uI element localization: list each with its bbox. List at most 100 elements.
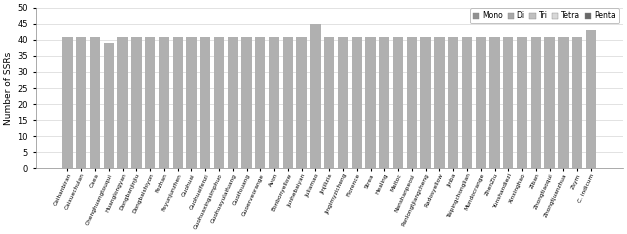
- Bar: [572, 37, 582, 43]
- Bar: [421, 43, 431, 59]
- Bar: [489, 37, 500, 43]
- Bar: [544, 37, 555, 43]
- Bar: [435, 165, 445, 168]
- Bar: [62, 165, 73, 168]
- Bar: [530, 165, 541, 168]
- Bar: [407, 43, 417, 59]
- Bar: [131, 37, 142, 43]
- Bar: [269, 165, 279, 168]
- Bar: [558, 59, 569, 117]
- Bar: [76, 165, 87, 168]
- Bar: [517, 117, 527, 165]
- Bar: [228, 59, 238, 117]
- Bar: [544, 59, 555, 117]
- Bar: [462, 43, 472, 59]
- Bar: [241, 165, 251, 168]
- Bar: [62, 37, 73, 43]
- Bar: [352, 37, 362, 43]
- Bar: [379, 165, 389, 168]
- Bar: [297, 59, 307, 117]
- Legend: Mono, Di, Tri, Tetra, Penta: Mono, Di, Tri, Tetra, Penta: [470, 8, 619, 23]
- Bar: [352, 117, 362, 165]
- Bar: [517, 165, 527, 168]
- Bar: [572, 117, 582, 165]
- Bar: [310, 165, 320, 168]
- Bar: [103, 43, 114, 49]
- Bar: [241, 43, 251, 59]
- Bar: [476, 43, 486, 59]
- Bar: [530, 43, 541, 59]
- Bar: [310, 49, 320, 117]
- Bar: [283, 43, 293, 59]
- Bar: [489, 117, 500, 165]
- Bar: [435, 43, 445, 59]
- Bar: [117, 59, 128, 117]
- Bar: [338, 43, 348, 59]
- Bar: [241, 37, 251, 43]
- Bar: [407, 59, 417, 117]
- Bar: [297, 165, 307, 168]
- Bar: [200, 165, 211, 168]
- Bar: [462, 59, 472, 117]
- Bar: [200, 43, 211, 59]
- Bar: [159, 165, 169, 168]
- Bar: [269, 117, 279, 165]
- Bar: [352, 43, 362, 59]
- Bar: [200, 117, 211, 165]
- Bar: [503, 37, 514, 43]
- Bar: [421, 59, 431, 117]
- Bar: [186, 59, 197, 117]
- Bar: [517, 37, 527, 43]
- Bar: [214, 43, 224, 59]
- Bar: [530, 117, 541, 165]
- Bar: [186, 165, 197, 168]
- Bar: [393, 37, 403, 43]
- Bar: [503, 165, 514, 168]
- Bar: [421, 165, 431, 168]
- Bar: [544, 43, 555, 59]
- Bar: [255, 37, 265, 43]
- Bar: [379, 37, 389, 43]
- Bar: [407, 117, 417, 165]
- Bar: [448, 165, 458, 168]
- Bar: [228, 37, 238, 43]
- Bar: [214, 117, 224, 165]
- Bar: [228, 117, 238, 165]
- Bar: [366, 59, 376, 117]
- Bar: [503, 43, 514, 59]
- Bar: [297, 37, 307, 43]
- Bar: [366, 37, 376, 43]
- Bar: [489, 59, 500, 117]
- Bar: [366, 43, 376, 59]
- Bar: [297, 43, 307, 59]
- Bar: [435, 37, 445, 43]
- Bar: [586, 165, 596, 168]
- Bar: [476, 165, 486, 168]
- Bar: [283, 37, 293, 43]
- Bar: [76, 59, 87, 117]
- Bar: [214, 165, 224, 168]
- Bar: [241, 59, 251, 117]
- Bar: [159, 43, 169, 59]
- Bar: [379, 117, 389, 165]
- Bar: [186, 37, 197, 43]
- Bar: [462, 117, 472, 165]
- Bar: [352, 165, 362, 168]
- Bar: [159, 37, 169, 43]
- Bar: [103, 165, 114, 168]
- Bar: [338, 117, 348, 165]
- Bar: [324, 165, 334, 168]
- Bar: [145, 117, 155, 165]
- Bar: [572, 165, 582, 168]
- Bar: [269, 59, 279, 117]
- Bar: [489, 43, 500, 59]
- Bar: [200, 37, 211, 43]
- Bar: [393, 117, 403, 165]
- Bar: [530, 59, 541, 117]
- Bar: [186, 117, 197, 165]
- Bar: [379, 59, 389, 117]
- Bar: [476, 37, 486, 43]
- Bar: [131, 59, 142, 117]
- Y-axis label: Number of SSRs: Number of SSRs: [4, 51, 13, 125]
- Bar: [228, 43, 238, 59]
